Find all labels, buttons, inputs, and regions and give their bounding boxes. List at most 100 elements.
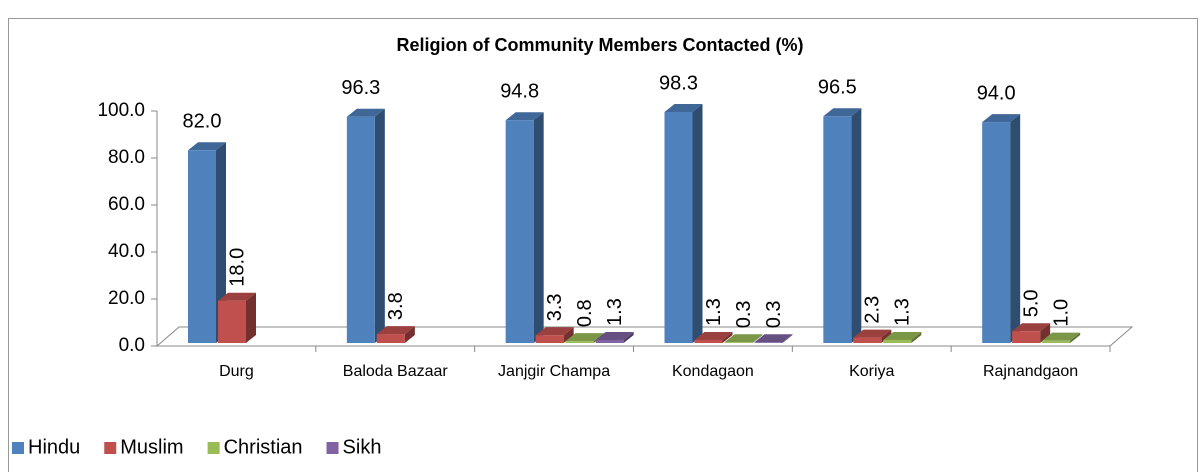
- bar: [823, 108, 862, 343]
- value-label: 96.5: [818, 77, 857, 99]
- bar-front: [664, 111, 693, 344]
- bar-top: [694, 331, 733, 340]
- legend-swatch: [12, 442, 24, 454]
- bar-side: [911, 331, 922, 343]
- value-label: 1.3: [604, 298, 626, 326]
- value-label: 2.3: [862, 296, 884, 324]
- bar-front: [1042, 340, 1071, 343]
- bar: [883, 331, 922, 343]
- legend-swatch: [104, 442, 117, 454]
- bar-front: [218, 300, 246, 343]
- value-label: 3.8: [385, 292, 407, 320]
- bar-front: [595, 339, 624, 343]
- bar-side: [752, 334, 763, 343]
- value-label: 3.3: [544, 293, 566, 321]
- y-tick-label: 100.0: [97, 100, 145, 121]
- bar-top: [724, 334, 763, 343]
- bar-side: [246, 292, 256, 343]
- value-label: 94.8: [500, 81, 539, 103]
- legend-label: Hindu: [28, 436, 80, 458]
- x-tick-label: Kondagaon: [671, 363, 754, 380]
- bar-side: [692, 103, 703, 344]
- y-tick-label: 20.0: [108, 288, 145, 309]
- value-label: 5.0: [1020, 289, 1042, 317]
- bar: [1012, 323, 1051, 343]
- bar-side: [216, 142, 226, 343]
- bar-top: [595, 331, 634, 340]
- x-tick-label: Janjgir Champa: [498, 363, 611, 380]
- bar-side: [782, 334, 793, 343]
- bar-front: [694, 339, 723, 343]
- bar: [218, 292, 256, 343]
- bar-top: [188, 142, 226, 151]
- bar: [694, 331, 733, 343]
- bar-top: [853, 329, 892, 338]
- bar: [1042, 332, 1081, 343]
- bar-top: [346, 108, 385, 117]
- bar-top: [664, 103, 703, 112]
- bar-top: [883, 331, 922, 340]
- bar-side: [533, 112, 544, 343]
- bar-front: [535, 335, 564, 343]
- bar-side: [623, 331, 634, 343]
- bar-front: [376, 334, 405, 343]
- bar-side: [1010, 114, 1021, 343]
- bar: [535, 327, 574, 343]
- value-label: 0.3: [763, 300, 785, 328]
- legend-swatch: [207, 442, 220, 454]
- legend-swatch: [326, 442, 339, 454]
- value-label: 0.3: [733, 300, 755, 328]
- bar-top: [376, 326, 415, 335]
- x-tick-label: Rajnandgaon: [982, 363, 1079, 380]
- bar-top: [1012, 323, 1051, 332]
- value-label: 94.0: [977, 82, 1016, 104]
- bar-side: [374, 108, 385, 343]
- legend-label: Sikh: [343, 436, 382, 458]
- bar: [982, 114, 1021, 343]
- bar: [595, 331, 634, 343]
- x-tick-label: Durg: [219, 363, 254, 380]
- bar-front: [883, 339, 912, 343]
- bar-front: [1012, 331, 1041, 343]
- bar-side: [404, 326, 415, 343]
- y-tick-label: 0.0: [119, 335, 145, 356]
- bar-top: [1042, 332, 1081, 341]
- value-label: 82.0: [183, 111, 222, 133]
- bar-front: [505, 120, 534, 343]
- bar: [724, 334, 763, 343]
- bar-front: [346, 116, 375, 343]
- bar-top: [505, 112, 544, 121]
- bar-front: [982, 122, 1011, 343]
- value-label: 98.3: [659, 72, 698, 94]
- value-label: 0.8: [574, 299, 596, 327]
- bar-front: [823, 116, 852, 343]
- bar-front: [188, 150, 216, 343]
- bar-front: [724, 342, 753, 343]
- bar-top: [535, 327, 574, 336]
- x-tick-label: Baloda Bazaar: [342, 363, 448, 380]
- bar: [664, 103, 703, 344]
- bar: [376, 326, 415, 343]
- value-label: 1.3: [703, 298, 725, 326]
- bar-front: [565, 341, 594, 343]
- value-label: 1.3: [892, 298, 914, 326]
- bar-side: [722, 331, 733, 343]
- bar-top: [823, 108, 862, 117]
- legend-label: Christian: [224, 436, 303, 458]
- y-tick-label: 80.0: [108, 147, 145, 168]
- bar-top: [218, 292, 256, 301]
- y-tick-label: 60.0: [108, 194, 145, 215]
- bar-side: [563, 327, 574, 343]
- bar-side: [1040, 323, 1051, 343]
- bar: [754, 334, 793, 343]
- bar-top: [982, 114, 1021, 123]
- bar-side: [1070, 332, 1081, 343]
- bar-front: [754, 342, 783, 343]
- value-label: 1.0: [1050, 299, 1072, 327]
- y-tick-label: 40.0: [108, 241, 145, 262]
- bar-top: [565, 333, 604, 342]
- bar: [505, 112, 544, 343]
- bar-top: [754, 334, 793, 343]
